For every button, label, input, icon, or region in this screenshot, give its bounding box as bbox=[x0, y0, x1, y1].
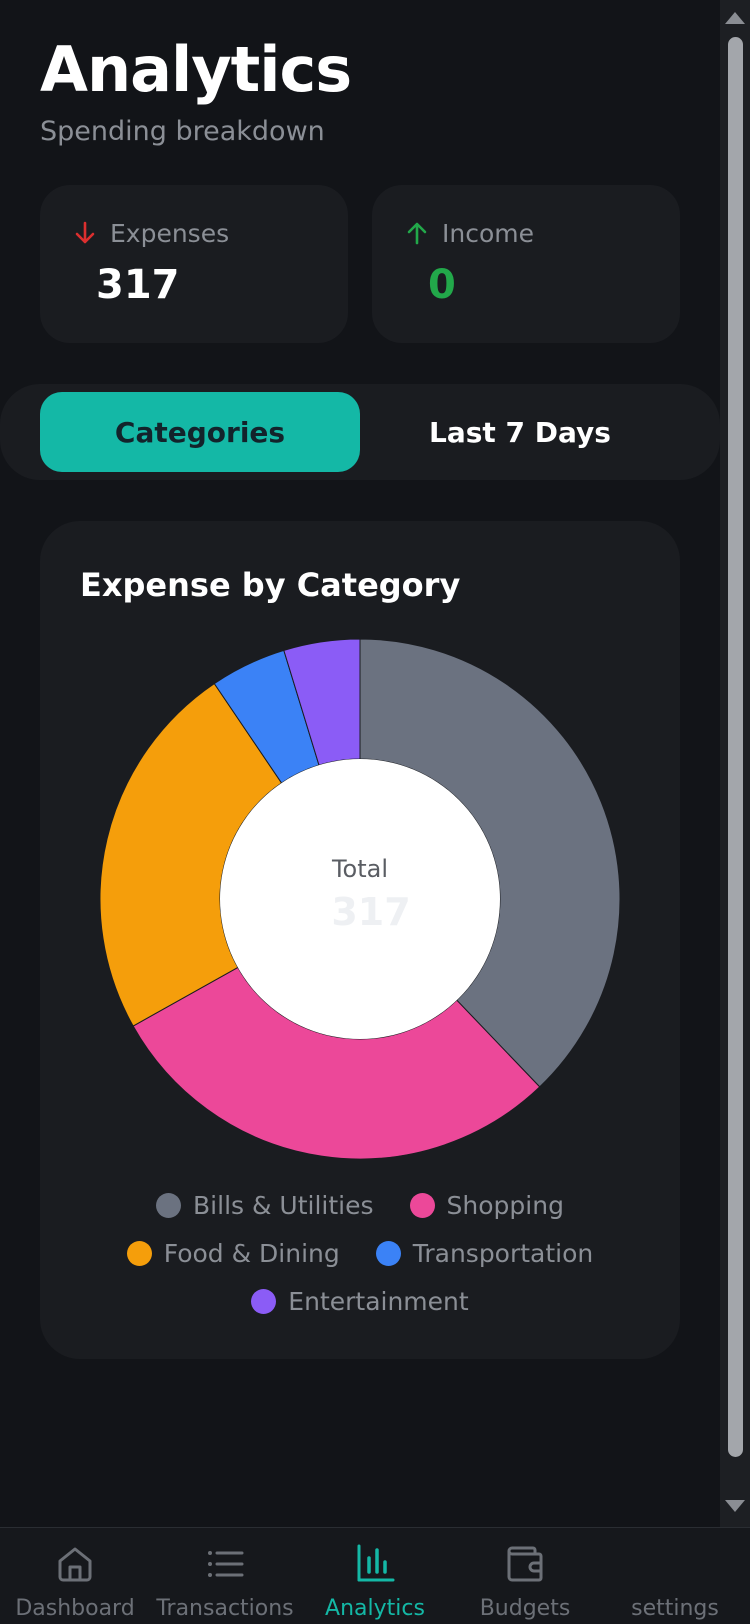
nav-label: Dashboard bbox=[15, 1596, 135, 1621]
legend-dot bbox=[156, 1192, 182, 1218]
legend-dot bbox=[251, 1288, 277, 1314]
legend-dot bbox=[375, 1240, 401, 1266]
legend-item-entertainment: Entertainment bbox=[251, 1286, 469, 1316]
wallet-icon bbox=[507, 1546, 543, 1582]
income-card: Income 0 bbox=[372, 185, 680, 343]
expense-chart-card: Expense by Category Total 317 Bills & Ut… bbox=[40, 521, 680, 1359]
home-icon bbox=[58, 1547, 92, 1582]
arrow-up-icon bbox=[407, 222, 427, 245]
legend-dot bbox=[126, 1240, 152, 1266]
list-icon bbox=[208, 1551, 244, 1577]
income-label: Income bbox=[442, 218, 534, 248]
legend-item-transportation: Transportation bbox=[375, 1238, 594, 1268]
donut-chart bbox=[99, 638, 621, 1160]
nav-budgets[interactable]: Budgets bbox=[450, 1528, 600, 1624]
donut-center-value: 317 bbox=[331, 890, 411, 934]
scroll-up-arrow-icon[interactable] bbox=[725, 12, 745, 24]
nav-analytics[interactable]: Analytics bbox=[300, 1528, 450, 1624]
scroll-thumb[interactable] bbox=[728, 37, 743, 1457]
nav-dashboard[interactable]: Dashboard bbox=[0, 1528, 150, 1624]
nav-label: Transactions bbox=[156, 1596, 294, 1621]
nav-settings[interactable]: settings bbox=[600, 1528, 750, 1624]
expenses-value: 317 bbox=[96, 262, 180, 308]
bottom-nav: Dashboard Transactions Analytics bbox=[0, 1527, 750, 1624]
legend-label: Transportation bbox=[412, 1238, 594, 1268]
bar-chart-icon bbox=[357, 1544, 395, 1582]
legend-item-food: Food & Dining bbox=[126, 1238, 340, 1268]
income-value: 0 bbox=[428, 262, 456, 308]
arrow-down-icon bbox=[75, 221, 95, 244]
expenses-card: Expenses 317 bbox=[40, 185, 348, 343]
chart-title: Expense by Category bbox=[80, 566, 461, 604]
legend-item-shopping: Shopping bbox=[409, 1190, 564, 1220]
legend-dot bbox=[409, 1192, 435, 1218]
donut-hole bbox=[220, 759, 500, 1039]
view-tabs: Categories Last 7 Days bbox=[0, 384, 720, 480]
tab-last-7-days[interactable]: Last 7 Days bbox=[429, 415, 611, 449]
legend-label: Entertainment bbox=[288, 1286, 469, 1316]
nav-transactions[interactable]: Transactions bbox=[150, 1528, 300, 1624]
scroll-down-arrow-icon[interactable] bbox=[725, 1500, 745, 1512]
nav-label: Analytics bbox=[325, 1596, 425, 1621]
legend-item-bills: Bills & Utilities bbox=[156, 1191, 374, 1220]
main-content: Analytics Spending breakdown Expenses 31… bbox=[0, 33, 720, 1359]
page-title: Analytics bbox=[40, 33, 352, 106]
page-scrollbar[interactable] bbox=[720, 0, 750, 1527]
nav-label: Budgets bbox=[479, 1596, 571, 1621]
page-subtitle: Spending breakdown bbox=[40, 116, 325, 147]
legend-label: Shopping bbox=[446, 1190, 564, 1220]
legend-label: Bills & Utilities bbox=[193, 1190, 374, 1220]
legend-label: Food & Dining bbox=[163, 1238, 340, 1268]
expenses-label: Expenses bbox=[110, 218, 230, 248]
donut-center-label: Total bbox=[331, 855, 389, 883]
chart-legend: Bills & Utilities Shopping Food & Dining bbox=[40, 1181, 680, 1325]
nav-label: settings bbox=[631, 1596, 719, 1621]
tab-categories[interactable]: Categories bbox=[40, 392, 360, 472]
